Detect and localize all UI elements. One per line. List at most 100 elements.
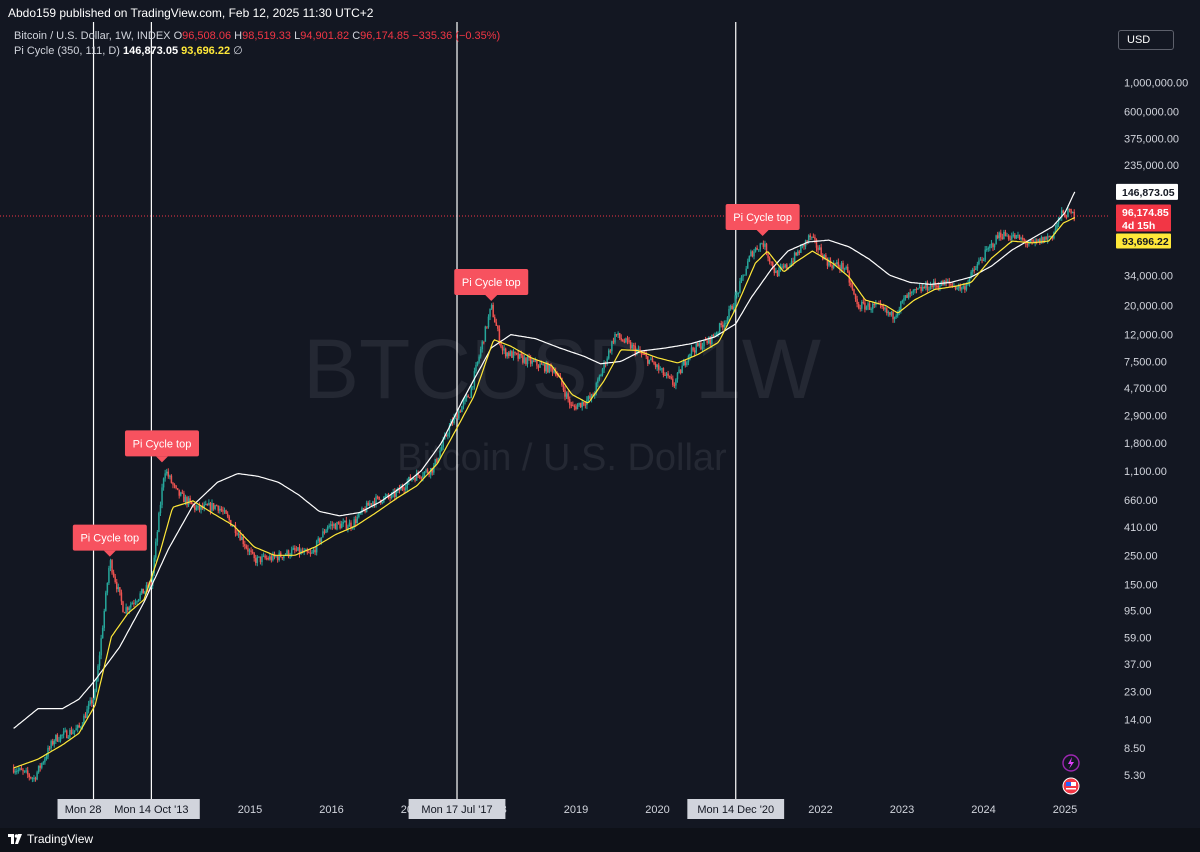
- candle: [648, 359, 651, 365]
- symbol-description[interactable]: Bitcoin / U.S. Dollar, 1W, INDEX: [14, 30, 171, 42]
- candle: [12, 764, 15, 774]
- pi-cycle-top-label: Pi Cycle top: [454, 268, 529, 301]
- candle: [165, 468, 168, 476]
- candle: [180, 491, 182, 497]
- candle: [617, 331, 619, 339]
- candle: [679, 369, 682, 375]
- candle: [175, 485, 177, 490]
- candle: [831, 264, 833, 271]
- candle: [348, 519, 351, 527]
- candle: [339, 520, 341, 530]
- indicator-title[interactable]: Pi Cycle (350, 111, D): [14, 45, 120, 57]
- candle: [76, 724, 79, 733]
- candle: [579, 402, 582, 408]
- candle: [842, 260, 844, 273]
- candle: [526, 354, 529, 368]
- candle: [1062, 209, 1065, 214]
- price-axis-label: 410.00: [1124, 522, 1158, 534]
- candle: [896, 310, 899, 318]
- candle: [668, 375, 671, 379]
- candle: [1070, 208, 1072, 215]
- hidden-values-icon[interactable]: ∅: [233, 45, 243, 57]
- candle: [742, 274, 744, 281]
- candle: [909, 288, 911, 298]
- candle: [139, 591, 141, 602]
- candle: [667, 370, 669, 379]
- candle: [122, 600, 124, 613]
- candle: [990, 239, 993, 249]
- candle: [689, 353, 691, 361]
- candle: [775, 267, 777, 274]
- candle: [572, 401, 574, 407]
- candle: [225, 509, 227, 514]
- candle: [236, 530, 238, 536]
- candle: [497, 324, 499, 332]
- candle: [603, 360, 605, 373]
- candle: [562, 381, 565, 392]
- candle: [743, 274, 746, 276]
- lightning-icon[interactable]: [1062, 754, 1080, 772]
- low-value: 94,901.82: [300, 30, 350, 42]
- price-axis[interactable]: 1,000,000.00 600,000.00 375,000.00 235,000.…: [1124, 78, 1188, 782]
- candle: [614, 332, 616, 345]
- candle: [870, 307, 872, 313]
- price-axis-label: 59.00: [1124, 633, 1152, 645]
- candle: [37, 765, 40, 774]
- candle: [600, 373, 602, 377]
- candle: [98, 651, 101, 670]
- indicator-legend-row[interactable]: Pi Cycle (350, 111, D) 146,873.05 93,696…: [14, 44, 500, 59]
- chart-area[interactable]: BTCUSD, 1W Bitcoin / U.S. Dollar Pi Cycl…: [0, 0, 1200, 828]
- candle: [211, 499, 213, 512]
- candle: [828, 257, 830, 268]
- candle: [164, 469, 166, 482]
- candle: [66, 729, 68, 739]
- candle: [372, 500, 374, 508]
- time-axis[interactable]: 2015201620172018201920202022202320242025…: [57, 799, 1078, 819]
- price-axis-label: 250.00: [1124, 550, 1158, 562]
- candle: [514, 351, 516, 356]
- candle: [144, 590, 146, 595]
- candle: [873, 302, 876, 309]
- tradingview-logo[interactable]: TradingView: [8, 832, 93, 846]
- candle: [137, 598, 140, 603]
- candle: [762, 240, 765, 250]
- us-flag-icon[interactable]: [1062, 777, 1080, 795]
- candle: [362, 507, 365, 511]
- candle: [394, 488, 396, 501]
- candle: [492, 302, 494, 318]
- candle: [223, 507, 226, 514]
- candle: [479, 346, 482, 359]
- candle: [217, 505, 220, 514]
- candle: [255, 554, 257, 566]
- candle: [84, 712, 87, 719]
- watermark-description: Bitcoin / U.S. Dollar: [397, 437, 727, 479]
- candle: [312, 547, 315, 554]
- candle: [426, 468, 429, 474]
- candle: [120, 589, 123, 606]
- price-axis-label: 150.00: [1124, 579, 1158, 591]
- candle: [981, 256, 983, 264]
- candle: [1009, 235, 1011, 241]
- candle: [228, 514, 230, 523]
- candle: [911, 291, 913, 296]
- candle: [433, 462, 435, 475]
- svg-text:93,696.22: 93,696.22: [1122, 236, 1169, 248]
- candle: [167, 468, 170, 479]
- candle: [317, 536, 319, 544]
- candle: [329, 520, 332, 530]
- candle: [725, 320, 727, 327]
- candle: [159, 501, 162, 516]
- price-axis-label: 375,000.00: [1124, 133, 1179, 145]
- candle: [543, 363, 546, 374]
- candle: [993, 243, 996, 251]
- currency-button[interactable]: USD: [1118, 30, 1174, 50]
- price-axis-label: 12,000.00: [1124, 330, 1173, 342]
- candle: [1060, 207, 1063, 221]
- time-axis-label: 2023: [890, 804, 914, 816]
- candle: [765, 242, 768, 256]
- high-value: 98,519.33: [242, 30, 292, 42]
- candle: [512, 348, 515, 361]
- candle: [1000, 229, 1002, 241]
- candle: [768, 256, 771, 265]
- candle: [292, 545, 294, 551]
